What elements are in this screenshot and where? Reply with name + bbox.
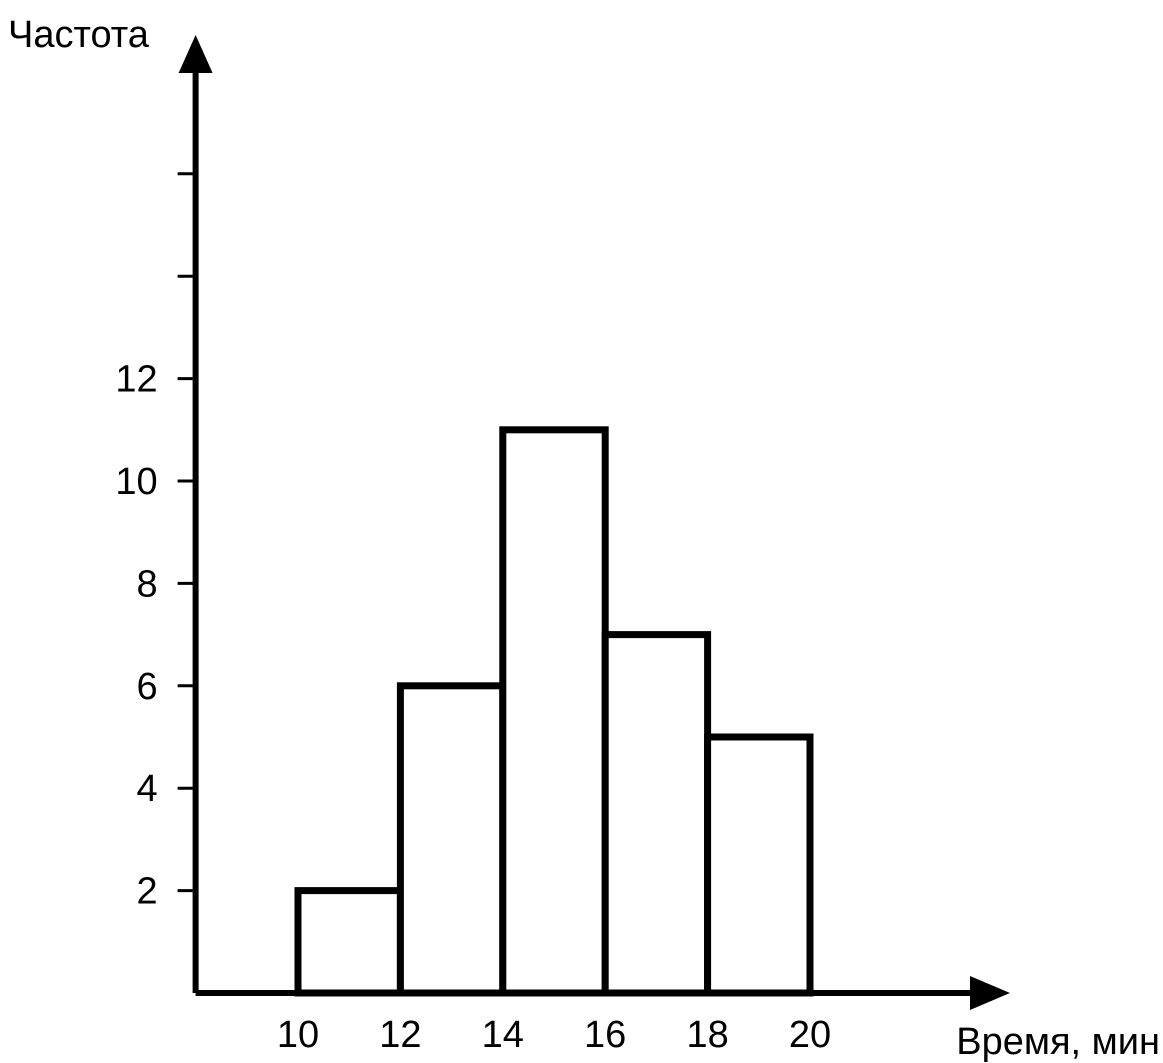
histogram-bar-12-14 [396, 682, 507, 997]
x-axis-title: Время, мин [956, 1021, 1160, 1063]
y-tick-label-10: 10 [115, 461, 157, 503]
x-tick-label-10: 10 [277, 1014, 319, 1056]
x-tick-label-14: 14 [482, 1014, 524, 1056]
x-ticks-group: 10 12 14 16 18 20 [277, 1014, 831, 1056]
y-axis-arrow-icon [178, 35, 213, 73]
y-tick-label-12: 12 [115, 359, 157, 401]
histogram-bar-10-12 [294, 887, 404, 997]
x-tick-label-18: 18 [686, 1014, 728, 1056]
y-axis-title: Частота [8, 14, 150, 56]
histogram-bar-16-18 [601, 631, 712, 997]
y-tick-label-6: 6 [136, 666, 157, 708]
y-ticks-group: 2 4 6 8 10 12 [115, 172, 196, 913]
x-tick-label-20: 20 [789, 1014, 831, 1056]
x-tick-label-16: 16 [584, 1014, 626, 1056]
y-tick-label-2: 2 [136, 871, 157, 913]
histogram-bar-18-20 [704, 733, 814, 997]
x-tick-label-12: 12 [379, 1014, 421, 1056]
histogram-bar-14-16 [499, 426, 609, 997]
bars-group [294, 426, 814, 997]
y-tick-label-8: 8 [136, 563, 157, 605]
x-axis-arrow-icon [970, 976, 1010, 1010]
y-tick-label-4: 4 [136, 768, 157, 810]
axes-group [178, 35, 1010, 1010]
